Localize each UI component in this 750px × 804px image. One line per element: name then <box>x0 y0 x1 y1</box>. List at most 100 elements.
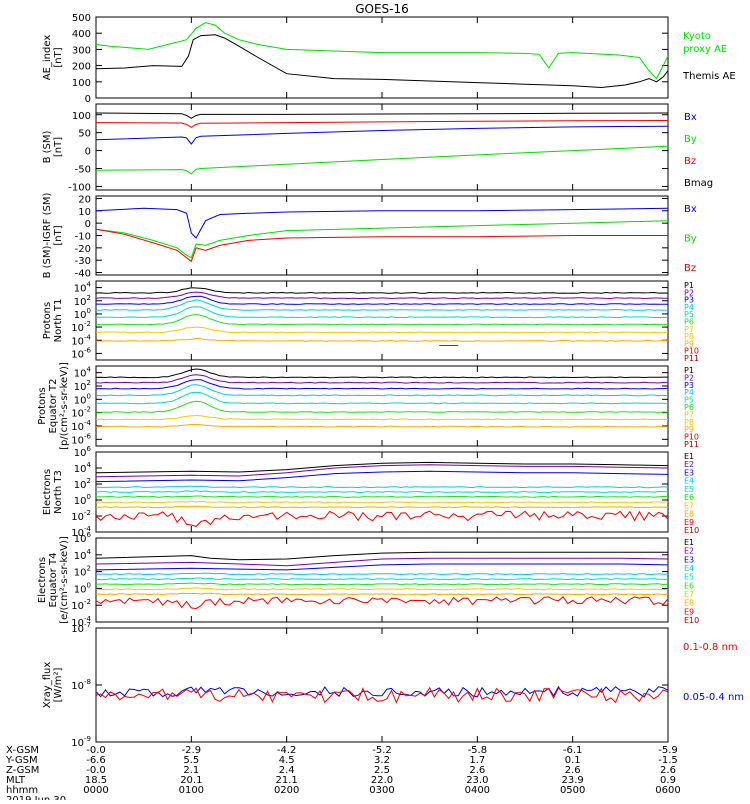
legend-label: Kyoto <box>683 31 711 42</box>
series-line-aqua <box>96 577 668 581</box>
series-line-red <box>96 686 668 704</box>
y-axis-label: Equator T4 <box>48 553 59 608</box>
series-line-aqua <box>96 490 668 494</box>
y-tick-label: 500 <box>72 13 91 24</box>
footer-value: -5.9 <box>658 745 678 756</box>
footer-value: 0400 <box>465 785 490 796</box>
footer-value: -0.0 <box>86 765 106 776</box>
footer-value: -1.5 <box>658 755 678 766</box>
y-tick-label: 50 <box>78 129 91 140</box>
y-tick-label: 10-4 <box>71 525 91 539</box>
y-tick-label: 106 <box>74 531 92 545</box>
footer-row-label: Z-GSM <box>6 765 39 776</box>
legend-label: P9 <box>684 339 694 348</box>
legend-label: E10 <box>684 526 699 535</box>
y-tick-label: 104 <box>74 281 92 295</box>
legend-label: P5 <box>684 396 694 405</box>
legend-label: E10 <box>684 616 699 625</box>
legend-label: E9 <box>684 607 694 616</box>
series-line-cyan <box>96 299 668 311</box>
series-line-cyan <box>96 572 668 576</box>
legend-label: P2 <box>684 288 694 297</box>
y-tick-label: 400 <box>72 29 91 40</box>
legend-label: P3 <box>684 381 694 390</box>
legend-label: P1 <box>684 281 694 290</box>
legend-label: E3 <box>684 555 694 564</box>
footer-value: 2.6 <box>565 765 581 776</box>
legend-label: E7 <box>684 590 694 599</box>
footer-value: 20.1 <box>180 775 202 786</box>
footer-value: 0.9 <box>660 775 676 786</box>
legend-label: E2 <box>684 547 694 556</box>
panel-1: 0 100 200 300 400 500 AE_index [nT] Kyoto proxy A… <box>42 13 736 105</box>
footer-value: 3.2 <box>374 755 390 766</box>
legend-label: E3 <box>684 468 694 477</box>
series-line-black <box>96 287 668 294</box>
series-line-lime <box>96 313 668 326</box>
legend-label: P1 <box>684 366 694 375</box>
y-tick-label: 102 <box>74 379 91 393</box>
y-tick-label: 100 <box>72 78 91 89</box>
y-tick-label: 20 <box>78 194 91 205</box>
y-tick-label: -50 <box>75 165 91 176</box>
legend-label: E6 <box>684 581 694 590</box>
y-tick-label: 10-2 <box>71 598 91 612</box>
legend-label: P10 <box>684 347 699 356</box>
y-tick-label: -10 <box>75 232 91 243</box>
series-line-green <box>96 145 668 175</box>
y-tick-label: 10-2 <box>71 320 91 334</box>
series-line-orange <box>96 423 668 428</box>
panel-2: -100 -50 0 50 100 B (SM) [nT] Bx By Bz Bmag <box>42 103 713 193</box>
legend-label: E7 <box>684 501 694 510</box>
series-line-black <box>96 551 668 561</box>
footer-row-label: Y-GSM <box>5 755 38 766</box>
series-line-aqua <box>96 306 668 319</box>
footer-value: 21.1 <box>276 775 298 786</box>
y-tick-label: 200 <box>72 62 91 73</box>
time-axis-footer: X-GSM -0.0 -2.9 -4.2 -5.2 -5.8 -6.1 -5.9 Y-GSM -6… <box>5 745 681 804</box>
legend-label: P6 <box>684 403 694 412</box>
footer-date: 2019 Jun 30 <box>6 795 66 800</box>
y-tick-label: 10-4 <box>71 333 91 347</box>
series-line-red <box>96 228 668 263</box>
legend-label: E9 <box>684 518 694 527</box>
legend-label: E4 <box>684 564 694 573</box>
footer-value: 2.4 <box>279 765 295 776</box>
y-tick-label: 10-6 <box>71 346 91 360</box>
y-axis-label: Protons <box>37 387 48 424</box>
y-tick-label: 0 <box>85 147 91 158</box>
legend-label: E1 <box>684 538 694 547</box>
footer-value: -6.1 <box>563 745 583 756</box>
y-tick-label: -30 <box>75 256 91 267</box>
y-tick-label: 102 <box>74 294 91 308</box>
plot-title: GOES-16 <box>355 2 409 16</box>
footer-row-label: MLT <box>6 775 26 786</box>
legend-label: Bz <box>684 156 696 167</box>
footer-value: 0300 <box>369 785 394 796</box>
footer-value: -5.2 <box>372 745 392 756</box>
y-tick-label: 10-2 <box>71 509 91 523</box>
footer-value: 1.7 <box>469 755 485 766</box>
legend-label: P11 <box>684 354 699 363</box>
series-line-lime <box>96 495 668 498</box>
footer-value: 18.5 <box>85 775 107 786</box>
y-tick-label: 0 <box>85 219 91 230</box>
footer-value: 0.1 <box>565 755 581 766</box>
y-tick-label: 100 <box>74 307 91 321</box>
y-tick-label: 104 <box>74 366 92 380</box>
series-line-cyan <box>96 485 668 489</box>
y-tick-label: 104 <box>74 548 92 562</box>
panel-frame <box>95 16 669 99</box>
footer-value: 5.5 <box>183 755 199 766</box>
legend-label: E5 <box>684 573 694 582</box>
series-line-gold <box>96 326 668 334</box>
series-line-green <box>96 220 668 259</box>
y-axis-label: Equator T2 <box>48 379 59 434</box>
legend-label: Themis AE <box>682 71 736 82</box>
legend-label: P11 <box>684 440 699 449</box>
y-axis-label: B (SM) <box>42 130 53 163</box>
footer-value: 0500 <box>560 785 585 796</box>
footer-value: 23.9 <box>562 775 584 786</box>
